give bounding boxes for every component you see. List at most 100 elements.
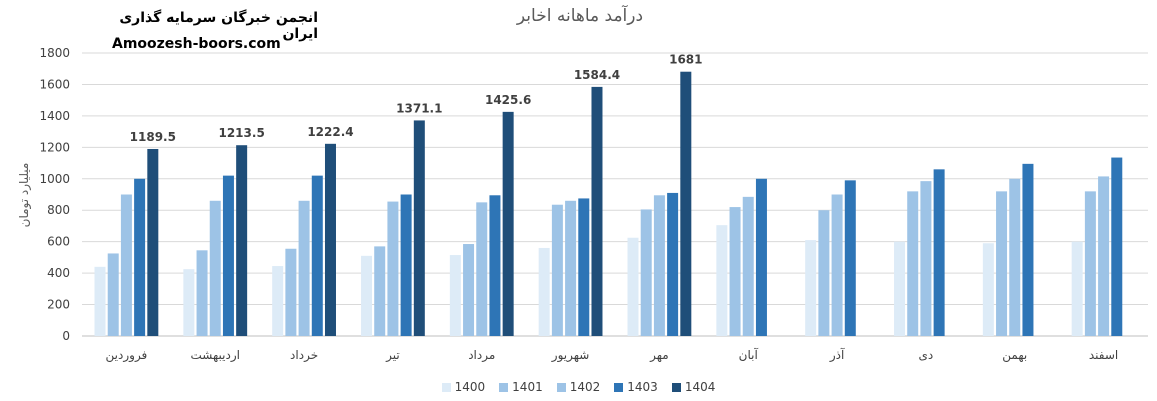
bar-1400: [361, 255, 373, 336]
x-category-label: آذر: [829, 347, 845, 363]
x-category-label: مهر: [649, 348, 669, 363]
gridlines: [82, 52, 1148, 337]
y-tick-label: 1800: [39, 46, 70, 60]
legend-label: 1404: [684, 380, 716, 394]
legend-swatch: [556, 382, 566, 392]
data-label: 1371.1: [396, 101, 442, 115]
legend-label: 1403: [627, 380, 658, 394]
y-tick-label: 400: [47, 266, 70, 280]
bar-1402: [1098, 176, 1110, 336]
bar-1403: [311, 175, 323, 336]
bar-1401: [196, 250, 208, 336]
legend-label: 1401: [512, 380, 543, 394]
bar-1400: [894, 241, 906, 336]
x-category-label: دی: [919, 348, 934, 362]
bar-1404: [413, 120, 425, 336]
y-axis-label: میلیارد تومان: [17, 163, 32, 228]
bar-1404: [680, 71, 692, 336]
bar-1402: [920, 181, 932, 336]
bar-1401: [996, 191, 1008, 336]
bar-1403: [1022, 163, 1034, 336]
chart-title: درآمد ماهانه اخابر: [516, 6, 644, 26]
data-label: 1189.5: [130, 130, 176, 144]
y-tick-label: 600: [47, 235, 70, 249]
legend-label: 1400: [454, 380, 486, 394]
bar-1402: [476, 202, 488, 336]
bar-1402: [209, 200, 221, 336]
bar-1400: [1071, 241, 1083, 336]
legend-swatch: [614, 382, 624, 392]
chart-legend: 1400 1401 1402 1403 1404: [0, 380, 1157, 394]
brand-title: انجمن خبرگان سرمایه گذاری ایران: [119, 10, 318, 42]
data-label: 1213.5: [218, 126, 264, 140]
legend-item: 1402: [556, 380, 601, 394]
data-label: 1584.4: [574, 68, 620, 82]
bar-1403: [400, 194, 412, 336]
legend-swatch: [671, 382, 681, 392]
bars: [94, 71, 1123, 336]
bar-1402: [653, 195, 665, 336]
bar-chart: 0 200 400 600 800 1000 1200 1400 1600 1800 1189.5…: [17, 46, 1148, 363]
data-labels: 1189.5 1213.5 1222.4 1371.1 1425.6 1584.4 1681: [130, 53, 703, 144]
bar-1403: [578, 198, 590, 336]
legend-label: 1402: [569, 380, 601, 394]
bar-1403: [755, 178, 767, 336]
legend-swatch: [441, 382, 451, 392]
bar-1400: [183, 269, 195, 336]
x-category-label: فروردین: [106, 348, 148, 363]
x-category-label: آبان: [739, 347, 759, 362]
bar-1403: [489, 195, 501, 336]
bar-1402: [742, 196, 754, 336]
y-tick-label: 0: [62, 329, 70, 343]
data-label: 1425.6: [485, 93, 531, 107]
bar-1404: [324, 143, 336, 336]
legend-item: 1400: [441, 380, 486, 394]
bar-1401: [1084, 191, 1096, 336]
bar-1402: [120, 194, 132, 336]
x-category-label: اردیبهشت: [191, 348, 240, 363]
bar-1401: [818, 210, 830, 336]
bar-1403: [667, 192, 679, 336]
bar-1402: [565, 200, 577, 336]
bar-1404: [236, 145, 248, 336]
y-tick-label: 1600: [39, 77, 70, 91]
x-category-label: تیر: [385, 348, 400, 363]
brand-website: Amoozesh-boors.com: [112, 36, 281, 52]
x-axis-categories: فروردین اردیبهشت خرداد تیر مرداد شهریور مهر آبا…: [106, 347, 1119, 363]
bar-1400: [982, 243, 994, 336]
bar-1400: [716, 225, 728, 336]
legend-item: 1401: [499, 380, 543, 394]
bar-1400: [627, 237, 639, 336]
bar-1400: [94, 266, 106, 336]
x-category-label: شهریور: [551, 348, 590, 363]
bar-1402: [387, 201, 399, 336]
bar-1400: [272, 266, 284, 336]
bar-1401: [907, 191, 919, 336]
bar-1404: [502, 111, 514, 336]
bar-1400: [449, 255, 461, 336]
bar-1401: [285, 248, 297, 336]
bar-1400: [538, 247, 550, 336]
y-tick-label: 200: [47, 298, 70, 312]
bar-1401: [729, 207, 741, 336]
x-category-label: اسفند: [1089, 348, 1118, 362]
y-axis-ticks: 0 200 400 600 800 1000 1200 1400 1600 1800: [39, 46, 70, 343]
x-category-label: خرداد: [290, 348, 318, 363]
data-label: 1681: [669, 53, 702, 67]
bar-1403: [222, 175, 234, 336]
x-category-label: بهمن: [1002, 348, 1027, 363]
bar-1401: [640, 209, 652, 336]
data-label: 1222.4: [307, 125, 353, 139]
y-tick-label: 800: [47, 203, 70, 217]
bar-1404: [147, 148, 159, 336]
bar-1402: [298, 200, 310, 336]
bar-1403: [933, 169, 945, 336]
legend-swatch: [499, 382, 509, 392]
bar-1403: [844, 180, 856, 336]
bar-1400: [805, 240, 817, 336]
y-tick-label: 1400: [39, 109, 70, 123]
bar-1401: [463, 244, 475, 336]
bar-1402: [1009, 178, 1021, 336]
bar-1401: [551, 204, 563, 336]
bar-1401: [374, 246, 386, 336]
